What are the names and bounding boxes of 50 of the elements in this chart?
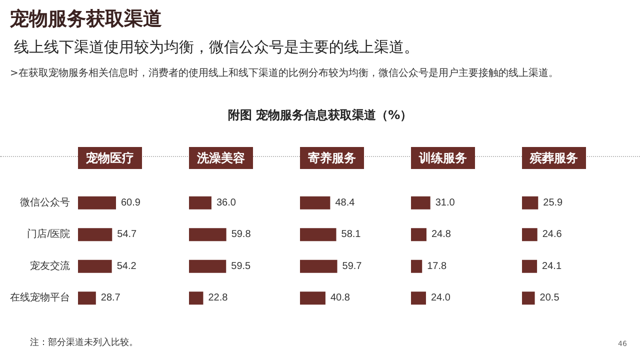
data-label: 48.4 (335, 197, 356, 208)
bar (78, 292, 96, 305)
data-label: 59.5 (231, 260, 252, 272)
data-label: 22.8 (208, 292, 228, 304)
bar (300, 196, 330, 210)
data-label: 58.1 (341, 229, 362, 240)
data-label: 54.2 (116, 260, 137, 272)
bar (411, 260, 422, 273)
bar (411, 292, 426, 305)
bar (189, 196, 212, 210)
text: 注：部分渠道未列入比较。 (30, 336, 138, 349)
bar (411, 196, 430, 210)
data-label: 25.9 (543, 197, 564, 208)
y-tick-label: 微信公众号 (20, 196, 70, 208)
data-label: 24.0 (430, 292, 451, 304)
bar (411, 228, 426, 242)
y-tick-label: 门店/医院 (27, 228, 70, 240)
data-label: 40.8 (330, 292, 350, 304)
text: 线上线下渠道使用较为均衡，微信公众号是主要的线上渠道。 (14, 38, 419, 57)
text: 附图 宠物服务信息获取渠道（%） (226, 107, 414, 124)
data-label: 24.8 (431, 229, 452, 240)
data-label: 20.5 (540, 292, 560, 304)
data-label: 31.0 (435, 197, 456, 208)
data-label: 54.7 (117, 229, 138, 240)
y-tick-label: 在线宠物平台 (10, 292, 70, 304)
data-label: 24.6 (542, 229, 562, 240)
bar (78, 228, 112, 242)
chart-title: 殡葬服务 (529, 151, 578, 165)
bar (189, 228, 226, 242)
chart-title: 洗澡美容 (196, 151, 245, 165)
bar (300, 292, 326, 305)
bar (78, 260, 112, 273)
bar (300, 260, 338, 273)
data-label: 59.7 (342, 260, 362, 272)
chart-title: 训练服务 (418, 151, 467, 165)
bar (300, 228, 336, 242)
chart-title: 宠物医疗 (85, 151, 134, 165)
bar (78, 196, 116, 210)
data-label: 24.1 (542, 260, 562, 272)
chart-title: 寄养服务 (308, 151, 356, 165)
text: 宠物服务获取渠道 (10, 7, 162, 32)
data-label: 36.0 (216, 197, 236, 208)
data-label: 60.9 (121, 197, 141, 208)
y-tick-label: 宠友交流 (30, 260, 70, 272)
text: >在获取宠物服务相关信息时，消费者的使用线上和线下渠道的比例分布较为均衡，微信公众号是用户主要接触的线上渠道。 (10, 66, 558, 80)
data-label: 59.8 (231, 229, 252, 240)
bar (189, 260, 226, 273)
data-label: 17.8 (427, 260, 448, 272)
bar (189, 292, 204, 305)
data-label: 28.7 (100, 292, 121, 304)
